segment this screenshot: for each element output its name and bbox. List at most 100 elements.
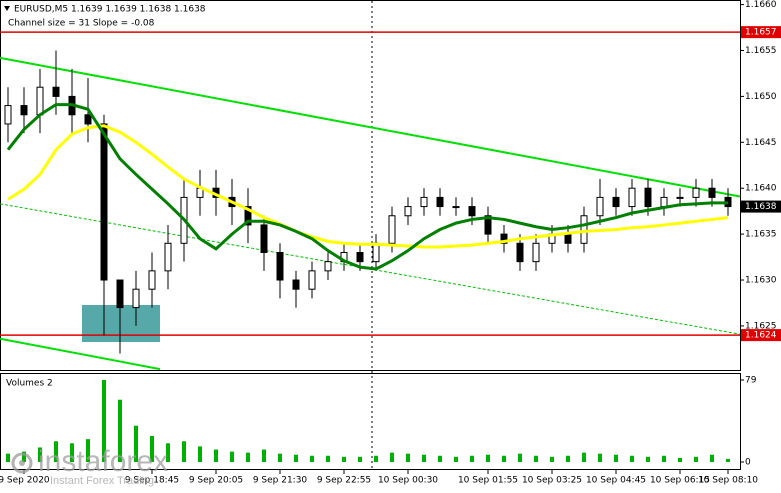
volume-bar <box>550 456 554 462</box>
watermark-brand: instaforex <box>38 445 168 478</box>
volume-bar <box>278 453 282 462</box>
volume-bar <box>326 455 330 462</box>
candle-body <box>116 279 124 309</box>
volume-bar <box>310 455 314 462</box>
candle-body <box>580 215 588 244</box>
moving-average <box>7 124 729 249</box>
y-tick-label: 1.1650 <box>745 92 777 102</box>
volume-bar <box>662 455 666 462</box>
volume-bar <box>678 457 682 462</box>
y-tick-label: 1.1640 <box>745 184 777 194</box>
y-tick-label: 1.1660 <box>745 0 777 10</box>
volume-bar <box>86 439 90 462</box>
candle-body <box>148 270 156 290</box>
volume-bar <box>294 454 298 462</box>
candle-body <box>404 206 412 217</box>
volume-bar <box>502 455 506 462</box>
volume-bar <box>694 456 698 462</box>
candle-body <box>644 187 652 208</box>
volume-bar <box>518 453 522 462</box>
volume-bar <box>54 441 58 462</box>
volume-bar <box>454 456 458 462</box>
candle-body <box>244 206 252 226</box>
candle-body <box>692 187 700 198</box>
moving-average <box>6 103 728 271</box>
candle-body <box>308 270 316 290</box>
volume-bar <box>598 453 602 462</box>
volume-bar <box>166 443 170 462</box>
volume-bar <box>614 454 618 462</box>
symbol-icon <box>4 6 10 11</box>
x-tick-label: 10 Sep 01:55 <box>458 476 518 486</box>
x-tick-label: 10 Sep 06:15 <box>650 476 710 486</box>
volume-bar <box>198 446 202 462</box>
level-label: 1.1624 <box>745 331 777 341</box>
volume-bar <box>342 456 346 462</box>
volume-bar <box>6 453 10 462</box>
x-tick-label: 10 Sep 00:30 <box>378 476 438 486</box>
y-tick-label: 79 <box>745 376 757 386</box>
candle-body <box>484 215 492 235</box>
volume-bar <box>230 451 234 462</box>
candle-body <box>660 196 668 208</box>
last-price-label: 1.1638 <box>745 202 777 212</box>
volume-bar <box>374 455 378 462</box>
volume-title: Volumes 2 <box>6 379 53 389</box>
candle-body <box>36 86 44 116</box>
watermark-logo <box>11 452 33 474</box>
candle-body <box>516 242 524 263</box>
candle-body <box>292 279 300 290</box>
last-price-bg <box>741 200 781 213</box>
level-label-bg <box>741 26 781 39</box>
x-tick-label: 10 Sep 08:10 <box>698 476 758 486</box>
candle-body <box>468 206 476 217</box>
volume-bar <box>70 443 74 462</box>
candle-body <box>420 196 428 208</box>
y-tick-label: 1.1655 <box>745 46 777 56</box>
candle-body <box>676 196 684 199</box>
volume-bar <box>214 449 218 462</box>
volume-bar <box>630 455 634 462</box>
candle-body <box>52 86 60 97</box>
volume-bar <box>470 455 474 462</box>
volume-bar <box>582 452 586 462</box>
candle-body <box>164 242 172 272</box>
level-label-bg <box>741 329 781 342</box>
volume-bar <box>566 455 570 462</box>
x-tick-label: 10 Sep 03:25 <box>522 476 582 486</box>
level-label: 1.1657 <box>745 28 777 38</box>
candle-body <box>452 206 460 209</box>
candle-body <box>436 196 444 208</box>
volume-bar <box>22 451 26 462</box>
candle-body <box>628 187 636 208</box>
volume-bar <box>710 454 714 462</box>
volume-bar <box>358 456 362 462</box>
volume-bar <box>150 436 154 462</box>
volume-bar <box>534 455 538 462</box>
y-tick-label: 1.1645 <box>745 138 777 148</box>
watermark-logo <box>19 460 25 466</box>
trend-line <box>0 56 741 198</box>
candle-body <box>708 187 716 198</box>
volume-bar <box>262 449 266 462</box>
x-tick-label: 9 Sep 20:05 <box>189 476 243 486</box>
y-tick-label: 1.1630 <box>745 276 777 286</box>
y-tick-label: 1.1635 <box>745 230 777 240</box>
x-tick-label: 9 Sep 21:30 <box>253 476 308 486</box>
volume-bar <box>438 455 442 462</box>
candle-body <box>4 105 12 125</box>
volume-bar <box>422 454 426 462</box>
candle-body <box>20 105 28 116</box>
volume-bar <box>134 425 138 462</box>
candle-body <box>356 251 364 263</box>
candle-body <box>612 196 620 208</box>
candle-body <box>100 123 108 281</box>
volume-bar <box>102 380 106 462</box>
candle-body <box>132 288 140 309</box>
candle-body <box>596 196 604 217</box>
y-tick-label: 0 <box>745 458 751 468</box>
candle-body <box>500 233 508 244</box>
candle-body <box>388 215 396 244</box>
volume-bar <box>390 452 394 462</box>
